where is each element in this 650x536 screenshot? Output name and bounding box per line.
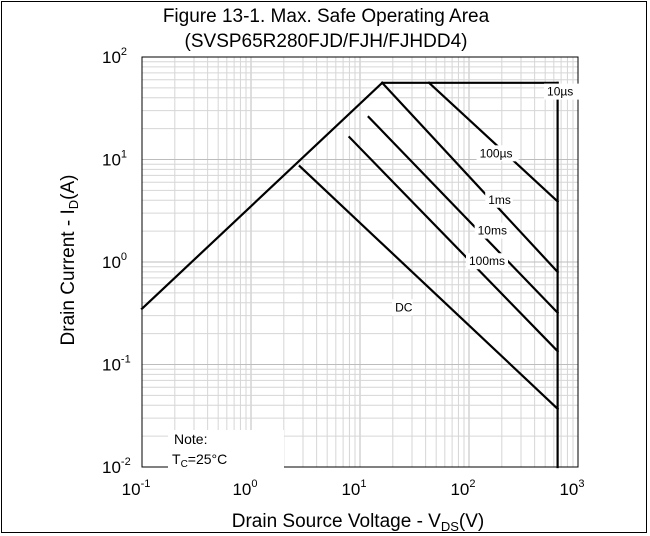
rds-on-limit-line [140, 81, 384, 311]
x-tick-label: 103 [559, 478, 584, 499]
note-annotation: Note: TC=25°C [168, 430, 284, 470]
plot-area [141, 56, 579, 468]
soa-line-100s [427, 81, 560, 203]
soa-line-10ms [367, 115, 560, 315]
x-axis-title: Drain Source Voltage - VDS(V) [232, 511, 485, 534]
curve-label-bg [485, 191, 513, 208]
soa-line-dc [298, 164, 560, 411]
y-axis-title: Drain Current - ID(A) [58, 175, 81, 346]
curve-label-bg [474, 222, 510, 239]
chart-title: Figure 13-1. Max. Safe Operating Area [163, 6, 490, 27]
x-tick-label: 101 [341, 478, 366, 499]
curve-label: 1ms [488, 193, 511, 207]
note-line-2: TC=25°C [172, 451, 227, 470]
y-tick-labels: 10-2 10-1 100 101 102 [102, 46, 131, 477]
y-tick-label: 100 [102, 251, 127, 272]
curve-label-bg [476, 145, 519, 162]
y-tick-label: 10-1 [102, 354, 131, 375]
curve-label: DC [395, 300, 413, 314]
soa-line-1ms [380, 81, 560, 274]
curve-label-bg [544, 83, 579, 100]
curve-label-bg [466, 253, 508, 270]
curve-label: 10µs [547, 85, 573, 99]
y-tick-label: 102 [102, 46, 127, 67]
curve-labels: 10µs 100µs 1ms 10ms 100ms DC [392, 83, 579, 316]
curves [140, 81, 560, 469]
soa-line-100ms [347, 135, 560, 353]
x-tick-label: 100 [232, 478, 257, 499]
curve-label: 10ms [478, 224, 507, 238]
y-tick-label: 10-2 [102, 456, 131, 477]
chart-subtitle: (SVSP65R280FJD/FJH/FJHDD4) [185, 31, 468, 52]
curve-label: 100µs [480, 146, 513, 160]
x-tick-labels: 10-1 100 101 102 103 [122, 478, 585, 499]
x-tick-label: 10-1 [122, 478, 151, 499]
y-tick-label: 101 [102, 149, 127, 170]
note-line-1: Note: [174, 431, 207, 447]
grid [141, 57, 578, 468]
curve-label: 100ms [469, 254, 505, 268]
curve-label-bg [392, 299, 413, 316]
x-tick-label: 102 [450, 478, 475, 499]
